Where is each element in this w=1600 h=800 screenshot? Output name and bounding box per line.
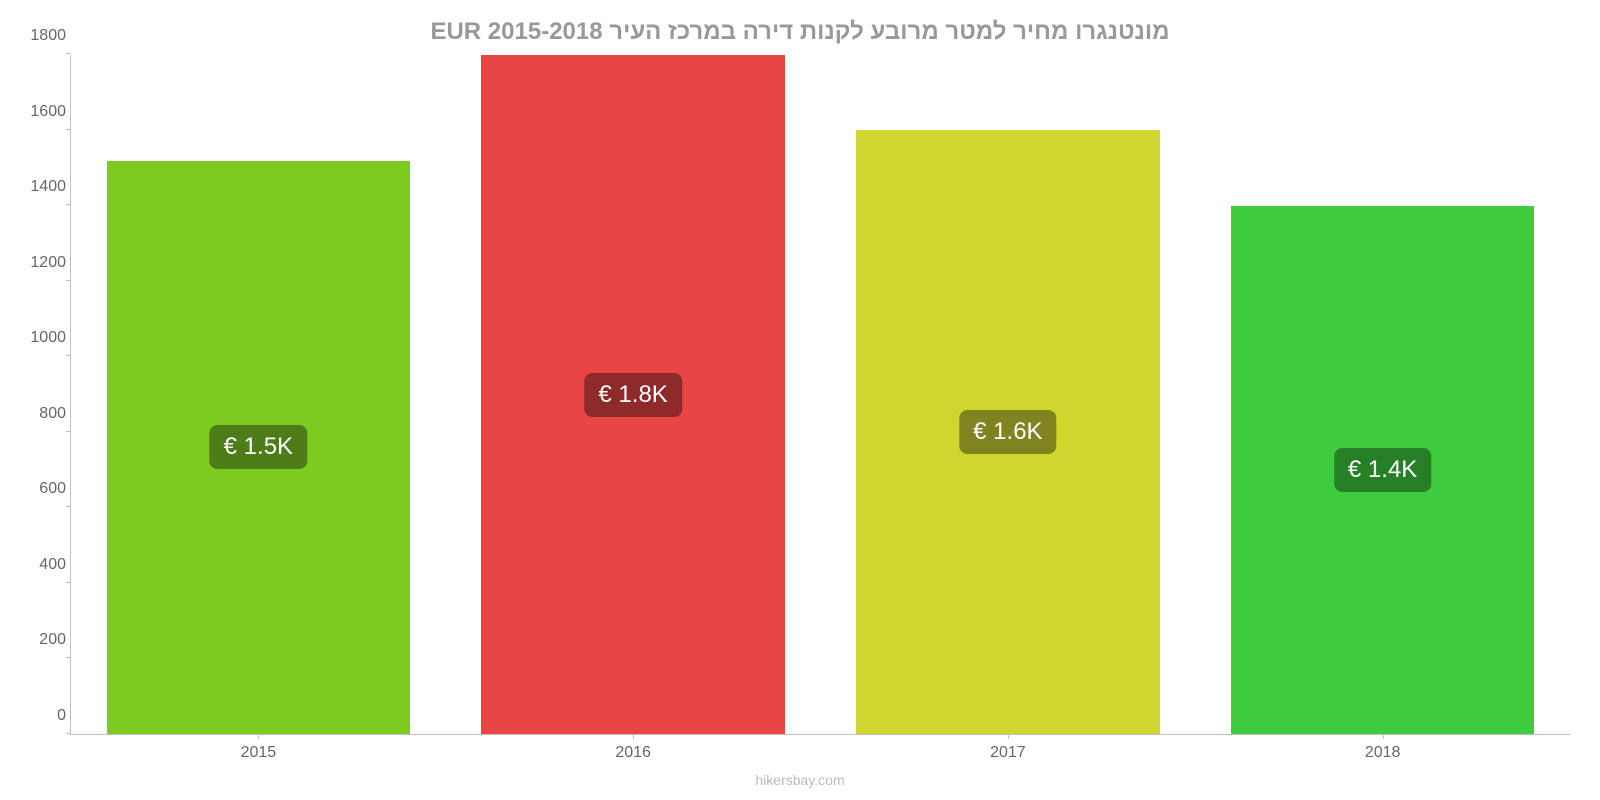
y-tick-label: 1200	[21, 254, 66, 272]
x-tick-mark	[258, 734, 259, 739]
bar: € 1.4K	[1231, 206, 1535, 734]
bar: € 1.8K	[481, 55, 785, 734]
x-tick-label: 2015	[241, 744, 277, 762]
chart-area: 020040060080010001200140016001800 € 1.5K…	[70, 55, 1570, 735]
bar-slot: € 1.4K2018	[1195, 55, 1570, 734]
attribution-text: hikersbay.com	[0, 772, 1600, 788]
y-tick-label: 800	[21, 405, 66, 423]
bar-value-label: € 1.5K	[210, 425, 307, 469]
bar-slot: € 1.8K2016	[446, 55, 821, 734]
y-tick-label: 0	[21, 707, 66, 725]
bar-slot: € 1.5K2015	[71, 55, 446, 734]
x-tick-mark	[633, 734, 634, 739]
x-tick-label: 2017	[990, 744, 1026, 762]
bar-value-label: € 1.4K	[1334, 448, 1431, 492]
bar-value-label: € 1.6K	[959, 410, 1056, 454]
bar-value-label: € 1.8K	[584, 373, 681, 417]
x-tick-label: 2018	[1365, 744, 1401, 762]
y-tick-mark	[66, 53, 71, 54]
y-tick-label: 1600	[21, 103, 66, 121]
x-tick-mark	[1008, 734, 1009, 739]
y-tick-label: 600	[21, 480, 66, 498]
x-tick-label: 2016	[615, 744, 651, 762]
y-tick-label: 1800	[21, 27, 66, 45]
y-tick-label: 400	[21, 556, 66, 574]
plot-region: 020040060080010001200140016001800 € 1.5K…	[70, 55, 1570, 735]
x-tick-mark	[1383, 734, 1384, 739]
bar: € 1.5K	[107, 161, 411, 734]
chart-title: מונטנגרו מחיר למטר מרובע לקנות דירה במרכ…	[0, 0, 1600, 46]
bars-container: € 1.5K2015€ 1.8K2016€ 1.6K2017€ 1.4K2018	[71, 55, 1570, 734]
bar-slot: € 1.6K2017	[821, 55, 1196, 734]
y-tick-label: 200	[21, 631, 66, 649]
y-tick-label: 1000	[21, 329, 66, 347]
bar: € 1.6K	[856, 130, 1160, 734]
y-tick-label: 1400	[21, 178, 66, 196]
